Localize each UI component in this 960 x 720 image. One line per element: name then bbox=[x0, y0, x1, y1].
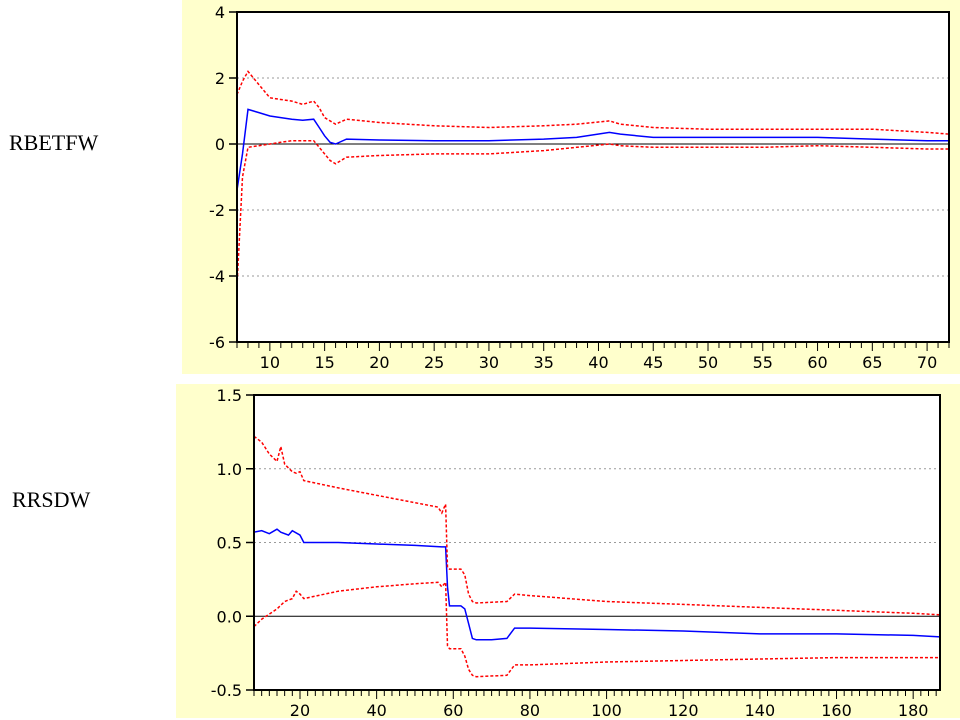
y-tick-label: 0 bbox=[215, 135, 225, 154]
x-tick-label: 20 bbox=[290, 701, 310, 718]
plot-frame bbox=[253, 394, 941, 691]
y-tick-label: 0.5 bbox=[217, 534, 242, 553]
x-tick-label: 40 bbox=[588, 353, 608, 372]
confidence-band-line bbox=[236, 70, 950, 135]
confidence-band-line bbox=[236, 139, 949, 286]
x-tick-label: 140 bbox=[745, 701, 776, 718]
x-tick-label: 45 bbox=[643, 353, 663, 372]
x-tick-label: 60 bbox=[807, 353, 827, 372]
estimate-line bbox=[253, 528, 941, 641]
y-tick-label: -2 bbox=[209, 201, 225, 220]
x-tick-label: 20 bbox=[369, 353, 389, 372]
y-tick-label: -4 bbox=[209, 267, 225, 286]
chart2-side-label: RRSDW bbox=[12, 487, 91, 512]
x-tick-label: 55 bbox=[753, 353, 773, 372]
y-tick-label: -6 bbox=[209, 333, 225, 352]
x-tick-label: 25 bbox=[424, 353, 444, 372]
estimate-line bbox=[236, 108, 949, 191]
confidence-band-line bbox=[253, 435, 941, 616]
x-tick-label: 15 bbox=[314, 353, 334, 372]
x-tick-label: 100 bbox=[591, 701, 622, 718]
x-tick-label: 70 bbox=[917, 353, 937, 372]
x-tick-label: 10 bbox=[260, 353, 280, 372]
x-tick-label: 50 bbox=[698, 353, 718, 372]
y-tick-label: 4 bbox=[215, 3, 225, 22]
y-tick-label: -0.5 bbox=[211, 681, 242, 700]
plot-frame bbox=[236, 11, 950, 343]
y-tick-label: 1.0 bbox=[217, 460, 242, 479]
x-tick-label: 80 bbox=[520, 701, 540, 718]
y-tick-label: 2 bbox=[215, 69, 225, 88]
chart-rrsdw: 1.5 1.0 0.5 0.0 -0.5 20 40 60 80 100 120 140 160 180 bbox=[176, 384, 960, 718]
x-tick-label: 160 bbox=[821, 701, 852, 718]
plot-area bbox=[237, 12, 949, 342]
chart-rbetfw: 420-2-4-610 15 20 25 30 35 40 45 50 55 60 65 70 bbox=[182, 0, 960, 374]
y-tick-label: 1.5 bbox=[217, 386, 242, 405]
x-tick-label: 35 bbox=[534, 353, 554, 372]
y-tick-label: 0.0 bbox=[217, 607, 242, 626]
x-tick-label: 120 bbox=[668, 701, 699, 718]
x-tick-label: 180 bbox=[898, 701, 929, 718]
chart1-side-label: RBETFW bbox=[9, 130, 99, 155]
x-tick-label: 30 bbox=[479, 353, 499, 372]
x-tick-label: 40 bbox=[366, 701, 386, 718]
x-tick-label: 60 bbox=[443, 701, 463, 718]
x-tick-label: 65 bbox=[862, 353, 882, 372]
